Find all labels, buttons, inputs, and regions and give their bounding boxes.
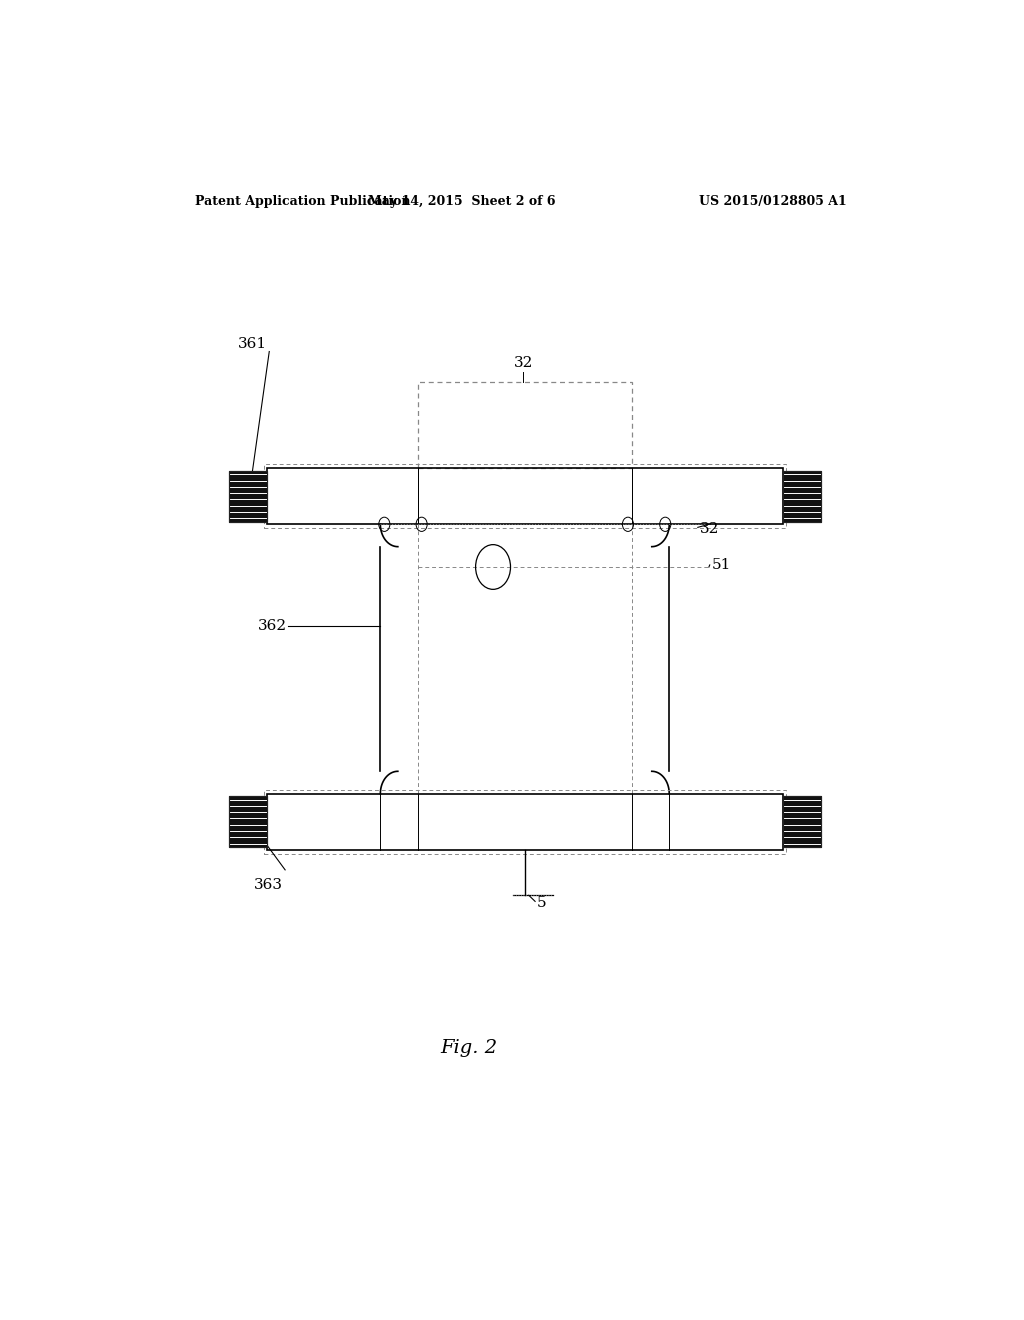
Bar bbox=[267, 793, 782, 850]
Bar bbox=[267, 469, 782, 524]
Bar bbox=[264, 789, 785, 854]
Text: 363: 363 bbox=[254, 878, 283, 892]
Bar bbox=[228, 796, 267, 846]
Text: US 2015/0128805 A1: US 2015/0128805 A1 bbox=[699, 194, 847, 207]
Bar bbox=[228, 796, 267, 846]
Bar bbox=[418, 381, 632, 469]
Text: 5: 5 bbox=[537, 896, 547, 911]
Bar bbox=[228, 471, 267, 521]
Text: 362: 362 bbox=[258, 619, 287, 634]
Text: 51: 51 bbox=[712, 558, 731, 572]
Bar bbox=[782, 471, 821, 521]
Bar bbox=[782, 796, 821, 846]
Bar bbox=[782, 471, 821, 521]
Text: 361: 361 bbox=[238, 338, 267, 351]
Text: 32: 32 bbox=[699, 523, 719, 536]
Text: 32: 32 bbox=[513, 356, 532, 370]
Text: Fig. 2: Fig. 2 bbox=[440, 1039, 498, 1057]
Bar bbox=[782, 796, 821, 846]
Bar bbox=[264, 465, 785, 528]
Text: May 14, 2015  Sheet 2 of 6: May 14, 2015 Sheet 2 of 6 bbox=[368, 194, 555, 207]
Bar bbox=[228, 471, 267, 521]
Text: Patent Application Publication: Patent Application Publication bbox=[196, 194, 411, 207]
